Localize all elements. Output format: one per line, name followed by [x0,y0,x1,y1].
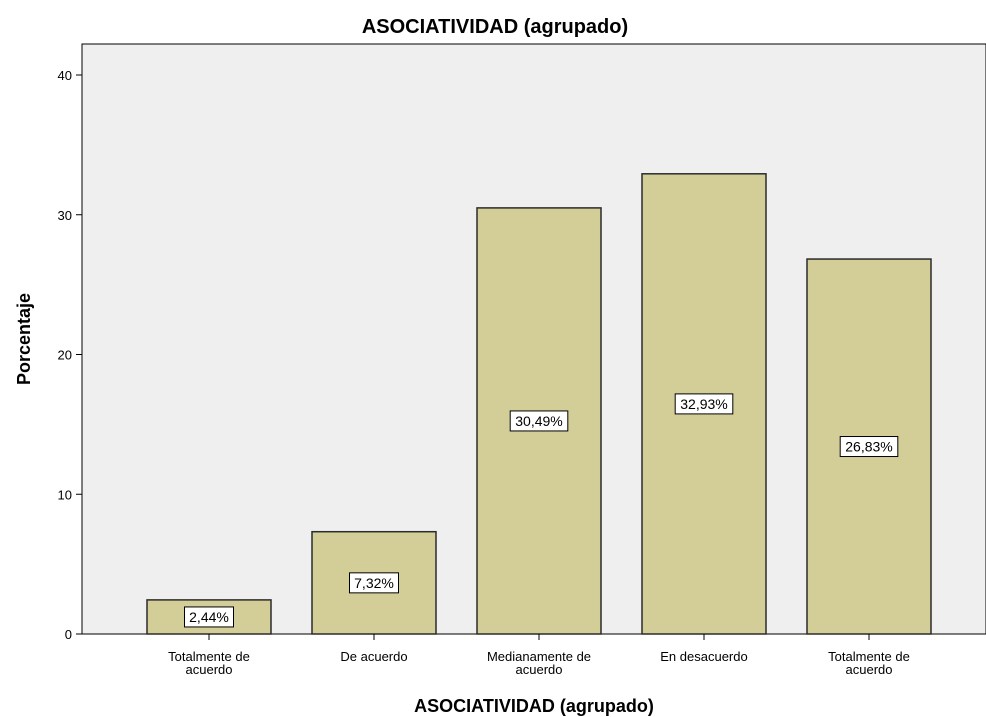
y-tick-label: 40 [58,68,72,83]
svg-text:32,93%: 32,93% [680,396,727,412]
y-tick-label: 20 [58,348,72,363]
data-label: 30,49% [509,410,569,432]
chart-title: ASOCIATIVIDAD (agrupado) [362,16,628,38]
svg-text:7,32%: 7,32% [354,575,394,591]
x-axis-title: ASOCIATIVIDAD (agrupado) [414,696,654,716]
svg-text:30,49%: 30,49% [515,413,562,429]
x-axis-labels: Totalmente de acuerdo De acuerdo Medianamen… [168,634,910,677]
x-tick-label: Totalmente de acuerdo [168,649,250,677]
x-tick-label: Medianamente de acuerdo [487,649,591,677]
data-label: 26,83% [839,436,899,458]
y-tick-label: 0 [65,627,72,642]
x-tick-label: En desacuerdo [660,649,747,664]
y-tick-label: 30 [58,208,72,223]
data-label: 2,44% [184,606,234,628]
y-tick-label: 10 [58,487,72,502]
bar [146,599,272,635]
svg-text:2,44%: 2,44% [189,609,229,625]
y-axis: 0 10 20 30 40 [58,68,82,642]
data-label: 32,93% [674,393,734,415]
data-label: 7,32% [349,572,399,594]
y-axis-title: Porcentaje [14,293,34,385]
svg-text:26,83%: 26,83% [845,439,892,455]
x-tick-label: Totalmente de acuerdo [828,649,910,677]
bars: 2,44% 7,32% 30,49% 32,93% 26,83% [146,173,932,635]
x-tick-label: De acuerdo [340,649,407,664]
